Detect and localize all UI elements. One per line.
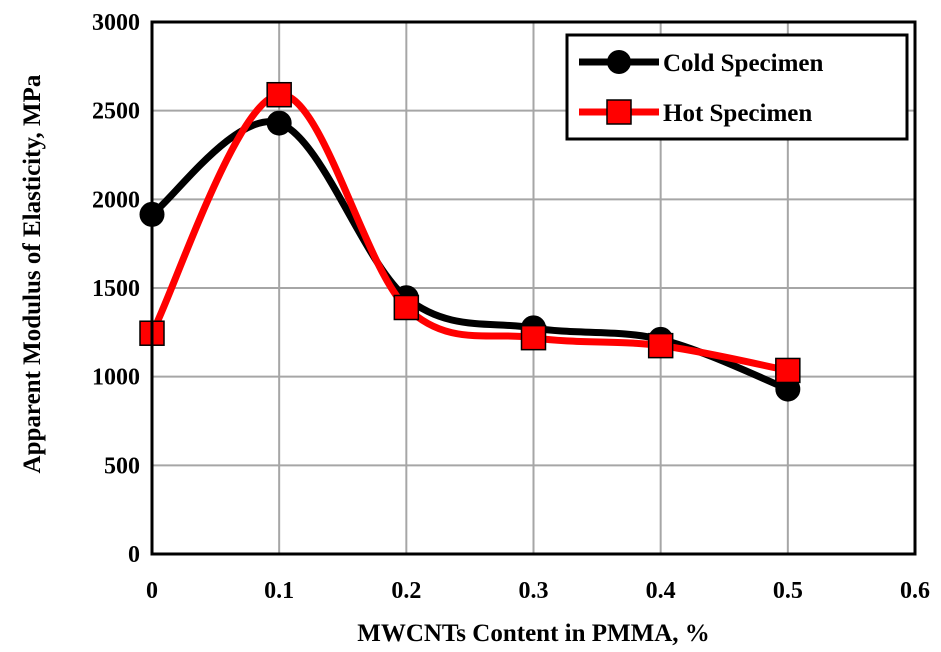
x-axis-ticks: 0 0.1 0.2 0.3 0.4 0.5 0.6 xyxy=(146,578,930,604)
series-layer xyxy=(139,81,801,402)
legend-item-cold-specimen: Cold Specimen xyxy=(579,50,824,77)
series-cold-specimen xyxy=(139,110,801,402)
plot-area-frame xyxy=(150,20,917,556)
legend-label: Hot Specimen xyxy=(663,100,812,127)
legend-item-hot-specimen: Hot Specimen xyxy=(579,99,812,127)
y-tick-label: 1000 xyxy=(92,365,140,391)
y-axis-title: Apparent Modulus of Elasticity, MPa xyxy=(19,74,46,473)
x-tick-label: 0.2 xyxy=(391,578,421,604)
y-tick-label: 2000 xyxy=(92,187,140,213)
data-point-hot-specimen xyxy=(647,332,674,359)
y-tick-label: 3000 xyxy=(92,10,140,36)
x-tick-label: 0.6 xyxy=(900,578,930,604)
data-point-hot-specimen xyxy=(775,357,801,384)
x-tick-label: 0.1 xyxy=(264,578,294,604)
data-point-cold-specimen xyxy=(266,110,292,136)
x-tick-label: 0.5 xyxy=(773,578,803,604)
x-axis-title: MWCNTs Content in PMMA, % xyxy=(357,620,710,647)
y-tick-label: 500 xyxy=(104,453,140,479)
data-point-hot-specimen xyxy=(520,324,547,351)
legend-marker-circle xyxy=(607,50,631,74)
x-tick-label: 0.3 xyxy=(519,578,549,604)
y-tick-label: 0 xyxy=(128,542,140,568)
y-axis-ticks: 0 500 1000 1500 2000 2500 3000 xyxy=(92,10,140,568)
x-tick-label: 0.4 xyxy=(646,578,676,604)
y-tick-label: 1500 xyxy=(92,276,140,302)
legend-label: Cold Specimen xyxy=(663,50,824,77)
y-tick-label: 2500 xyxy=(92,99,140,125)
data-point-hot-specimen xyxy=(266,81,292,108)
x-tick-label: 0 xyxy=(146,578,158,604)
legend-marker-square xyxy=(606,99,632,125)
legend: Cold Specimen Hot Specimen xyxy=(565,33,909,141)
data-point-hot-specimen xyxy=(393,294,420,321)
